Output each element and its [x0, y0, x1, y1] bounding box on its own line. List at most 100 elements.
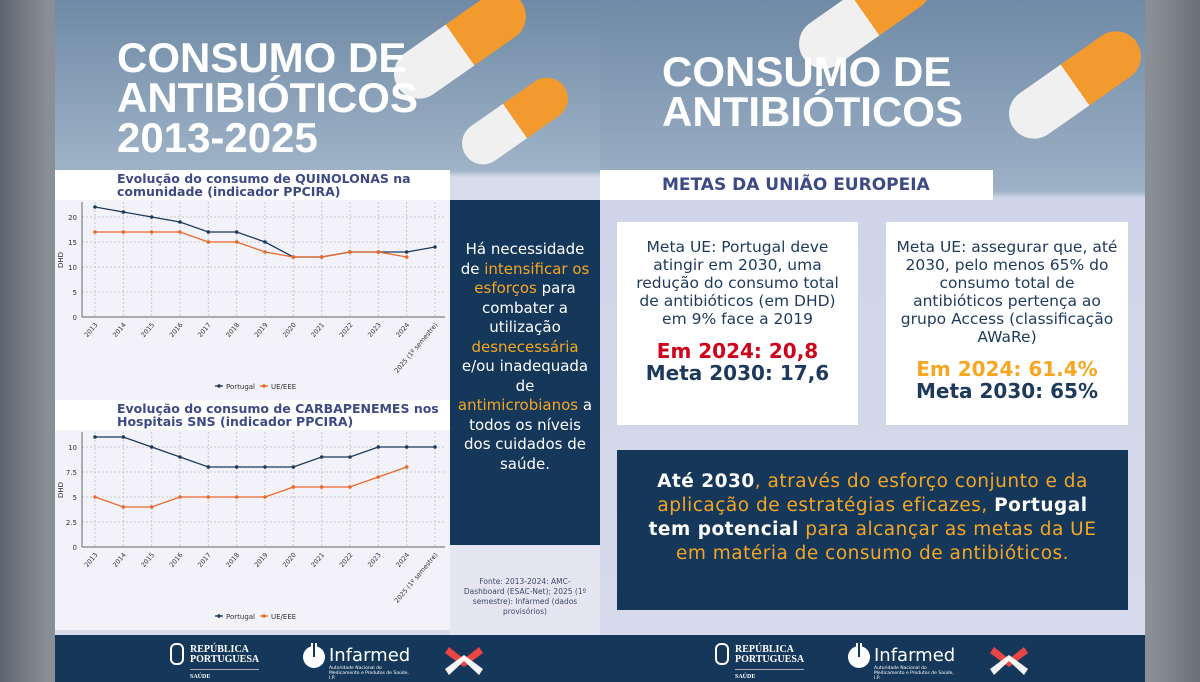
data-point: [291, 485, 296, 489]
data-point: [149, 445, 154, 449]
current-value: Em 2024: 20,8: [656, 339, 819, 363]
data-point: [263, 495, 267, 499]
x-tick-label: 2015: [139, 551, 156, 569]
page-title: CONSUMO DE ANTIBIÓTICOS 2013-2025: [117, 34, 418, 161]
republica-portuguesa-logo: [170, 643, 184, 665]
eu-goals-banner: METAS DA UNIÃO EUROPEIA: [600, 170, 993, 200]
x-tick-label: 2020: [281, 321, 298, 339]
data-point: [376, 445, 381, 449]
chart-title: Evolução do consumo de CARBAPENEMES nos …: [55, 400, 450, 430]
x-tick-label: 2019: [253, 321, 270, 339]
target-value: Meta 2030: 65%: [916, 379, 1098, 403]
x-tick-label: 2024: [394, 551, 411, 569]
conclusion-text: , através do esforço conjunto e da aplic…: [657, 471, 1088, 516]
goal-text: Meta UE: Portugal deve atingir em 2030, …: [636, 238, 839, 328]
data-point: [263, 250, 267, 254]
right-panel: CONSUMO DE ANTIBIÓTICOS METAS DA UNIÃO E…: [600, 0, 1145, 682]
quinolonas-chart: Evolução do consumo de QUINOLONAS na com…: [55, 170, 450, 400]
x-tick-label: 2013: [83, 321, 100, 339]
callout-text: a todos os níveis dos cuidados de saúde.: [464, 396, 593, 473]
x-tick-label: 2023: [366, 551, 383, 569]
infarmed-logo-icon: [303, 643, 325, 668]
x-tick-label: 2018: [224, 551, 241, 569]
republica-portuguesa-text: REPÚBLICA PORTUGUESA SAÚDE: [735, 644, 805, 680]
callout-box: Há necessidade de intensificar os esforç…: [450, 200, 600, 545]
data-point: [93, 495, 97, 499]
data-point: [319, 485, 324, 489]
current-value: Em 2024: 61.4%: [916, 357, 1098, 381]
goal-text: Meta UE: assegurar que, até 2030, pelo m…: [896, 238, 1118, 346]
data-point: [376, 475, 381, 479]
data-point: [234, 465, 239, 469]
ppcira-logo: [445, 647, 483, 675]
x-tick-label: 2015: [139, 321, 156, 339]
legend-label: Portugal: [226, 613, 255, 621]
y-tick-label: 7.5: [66, 469, 77, 477]
data-point: [93, 230, 97, 234]
x-tick-label: 2016: [168, 551, 185, 569]
y-tick-label: 0: [73, 544, 77, 552]
x-tick-label: 2013: [83, 551, 100, 569]
title-line: ANTIBIÓTICOS: [662, 87, 963, 135]
infarmed-logo-text: Infarmed Autoridade Nacional do Medicamen…: [874, 645, 956, 681]
legend-marker-dot: [262, 384, 266, 388]
title-line: CONSUMO DE: [117, 34, 407, 81]
callout-text: intensificar os esforços: [474, 259, 590, 298]
data-point: [121, 230, 126, 234]
y-tick-label: 0: [73, 314, 77, 322]
callout-text: Há necessidade de: [460, 240, 585, 278]
data-point: [376, 250, 381, 254]
conclusion-text: Portugal tem potencial: [648, 495, 1088, 540]
y-tick-label: 10: [68, 444, 77, 452]
y-tick-label: 5: [73, 494, 77, 502]
x-tick-label: 2017: [196, 321, 213, 339]
x-tick-label: 2014: [111, 551, 128, 569]
x-tick-label: 2020: [281, 551, 298, 569]
conclusion-text: Até 2030: [657, 471, 755, 492]
y-tick-label: 5: [73, 289, 77, 297]
data-point: [178, 220, 182, 224]
carbapenemes-chart: Evolução do consumo de CARBAPENEMES nos …: [55, 400, 450, 630]
x-tick-label: 2022: [338, 321, 355, 339]
footer: REPÚBLICA PORTUGUESA SAÚDE Infarmed Autorid…: [55, 635, 600, 682]
data-point: [121, 435, 126, 439]
callout-text: antimicrobianos: [457, 396, 579, 414]
title-line: 2013-2025: [117, 113, 318, 161]
legend-label: UE/EEE: [271, 613, 296, 621]
infarmed-logo-text: Infarmed Autoridade Nacional do Medicamen…: [329, 645, 411, 681]
data-point: [433, 445, 437, 449]
data-point: [149, 505, 154, 509]
data-point: [178, 230, 182, 234]
data-point: [348, 455, 352, 459]
y-axis-label: DHD: [57, 482, 65, 498]
data-point: [234, 495, 239, 499]
goal-card-access: Meta UE: assegurar que, até 2030, pelo m…: [886, 222, 1128, 425]
data-point: [178, 495, 182, 499]
y-tick-label: 15: [68, 239, 77, 247]
pill-decoration: [453, 69, 577, 173]
series-line-UE/EEE: [95, 231, 407, 258]
data-point: [206, 240, 211, 244]
legend-marker-dot: [262, 614, 266, 618]
x-tick-label: 2021: [309, 551, 326, 569]
source-note: Fonte: 2013-2024: AMC-Dashboard (ESAC-Ne…: [450, 545, 600, 635]
data-point: [348, 485, 352, 489]
x-tick-label: 2014: [111, 321, 128, 339]
data-point: [206, 230, 211, 234]
republica-portuguesa-text: REPÚBLICA PORTUGUESA SAÚDE: [190, 644, 260, 680]
y-tick-label: 2.5: [66, 519, 77, 527]
data-point: [93, 205, 97, 209]
data-point: [319, 455, 324, 459]
data-point: [291, 255, 296, 259]
data-point: [263, 465, 267, 469]
series-line-UE/EEE: [94, 466, 407, 508]
data-point: [404, 255, 409, 259]
x-tick-label: 2017: [196, 551, 213, 569]
y-tick-label: 10: [68, 264, 77, 272]
chart-title: Evolução do consumo de QUINOLONAS na com…: [55, 170, 450, 200]
legend-label: Portugal: [226, 383, 255, 391]
data-point: [149, 215, 154, 219]
chart-svg: 0 5 10 15 20 2013 2014 2015 2016 2017 2018 2019 2020…: [57, 202, 445, 391]
data-point: [206, 495, 211, 499]
data-point: [93, 435, 97, 439]
